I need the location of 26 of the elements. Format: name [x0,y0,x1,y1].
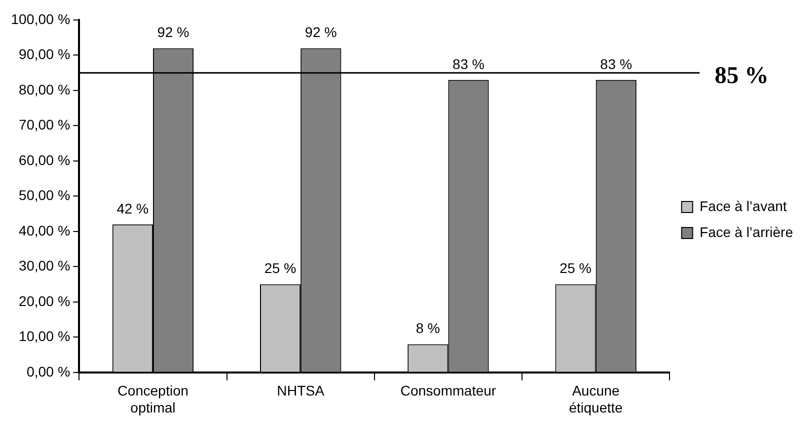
data-label: 83 % [452,56,484,72]
y-tick-label: 80,00 % [18,81,70,98]
y-tick-label: 10,00 % [18,328,70,344]
data-label: 83 % [600,56,632,72]
data-label: 25 % [560,260,592,276]
y-tick-label: 40,00 % [18,222,70,238]
ref-line-label: 85 % [714,63,769,90]
y-tick-label: 50,00 % [18,187,70,204]
y-tick-label: 60,00 % [18,152,70,168]
data-label: 92 % [157,24,190,40]
y-tick-label: 30,00 % [18,258,70,274]
x-tick-label: Consommateur [400,382,496,399]
data-label: 92 % [304,24,337,40]
y-tick-label: 70,00 % [18,116,70,133]
x-tick-label: Aucune étiquette [568,382,623,416]
y-tick-label: 20,00 % [18,292,70,309]
x-tick-label: NHTSA [276,382,325,399]
y-tick-label: 0,00 % [26,363,70,380]
legend-label: Face à l’avant [700,198,787,214]
x-tick-label: Conception optimal [118,382,188,416]
data-label: 25 % [264,260,296,276]
data-label: 8 % [416,320,440,336]
y-tick-label: 90,00 % [18,46,70,62]
legend-label: Face à l’arrière [700,224,794,240]
data-label: 42 % [116,200,149,216]
y-tick-label: 100,00 % [10,10,70,27]
